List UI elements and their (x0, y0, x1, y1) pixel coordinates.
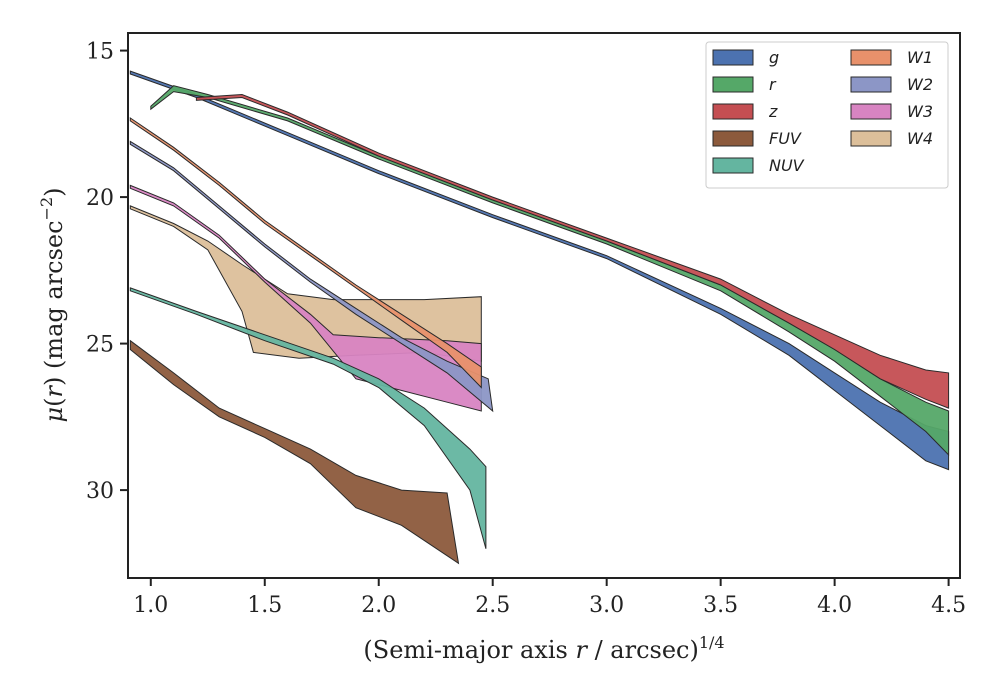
legend-swatch-r (712, 76, 754, 93)
y-tick-label: 20 (86, 186, 114, 211)
x-tick-label: 3.0 (589, 593, 624, 618)
legend-swatch-fuv (712, 130, 754, 147)
plot-frame (127, 32, 961, 579)
legend-label-nuv: NUV (769, 156, 805, 175)
legend-label-g: g (769, 48, 779, 67)
legend-label-fuv: FUV (769, 129, 802, 148)
band-nuv (129, 287, 487, 549)
band-fuv (129, 339, 460, 565)
legend-swatch-z (712, 103, 754, 120)
legend-label-r: r (769, 75, 777, 94)
legend-label-z: z (768, 102, 778, 121)
band-g (129, 70, 950, 471)
y-tick-label: 15 (86, 40, 114, 65)
legend-swatch-g (712, 49, 754, 66)
y-tick-label: 25 (86, 333, 114, 358)
y-tick-label: 30 (86, 479, 114, 504)
x-tick-label: 4.0 (817, 593, 852, 618)
x-tick-label: 1.5 (247, 593, 282, 618)
x-tick-label: 2.5 (475, 593, 510, 618)
legend-swatch-nuv (712, 157, 754, 174)
y-axis-label: μ(r) (mag arcsec−2) (37, 187, 68, 422)
legend-swatch-w3 (850, 103, 892, 120)
legend-label-w3: W3 (907, 102, 933, 121)
x-tick-label: 2.0 (361, 593, 396, 618)
ticks-layer: 1.0 1.5 2.0 2.5 3.0 3.5 4.0 4.5 15 20 25 30 (86, 40, 966, 618)
x-tick-label: 4.5 (931, 593, 966, 618)
legend-swatch-w1 (850, 49, 892, 66)
band-w2 (129, 140, 494, 413)
band-z (195, 93, 950, 409)
x-tick-label: 3.5 (703, 593, 738, 618)
legend-label-w2: W2 (907, 75, 933, 94)
band-w1 (129, 117, 482, 389)
bands-layer (129, 70, 950, 565)
legend: grz FUV NUV W1 W2 W3 W4 (705, 41, 949, 189)
legend-label-w4: W4 (907, 129, 933, 148)
legend-swatch-w2 (850, 76, 892, 93)
x-axis-label: (Semi-major axis r / arcsec)1/4 (363, 633, 724, 664)
legend-swatch-w4 (850, 130, 892, 147)
legend-label-w1: W1 (907, 48, 933, 67)
band-w3 (129, 184, 482, 412)
x-tick-label: 1.0 (133, 593, 168, 618)
